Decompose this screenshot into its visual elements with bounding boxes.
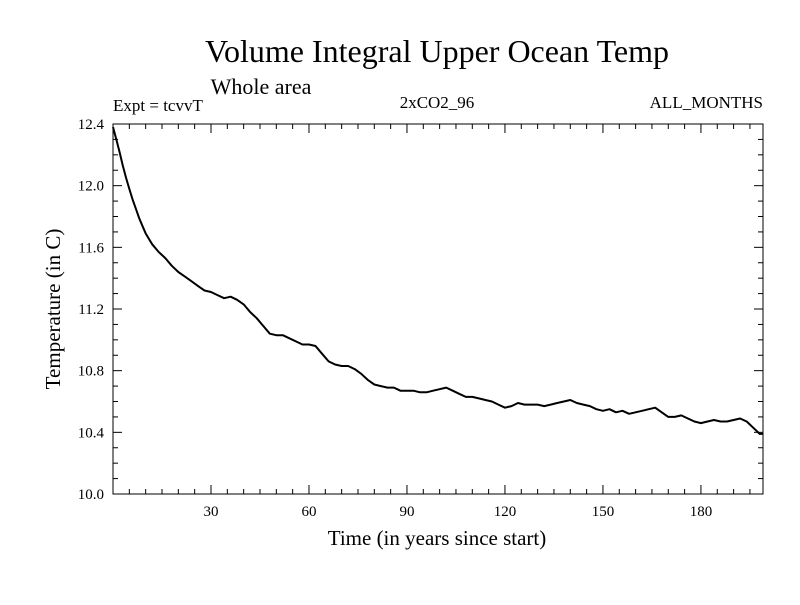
x-tick-label: 150 [592, 504, 615, 520]
y-tick-label: 12.4 [78, 117, 105, 133]
y-tick-label: 10.8 [78, 364, 104, 380]
y-tick-label: 11.6 [78, 240, 104, 256]
y-tick-label: 12.0 [78, 179, 104, 195]
x-tick-label: 30 [203, 504, 218, 520]
y-tick-label: 10.4 [78, 425, 105, 441]
y-tick-label: 11.2 [78, 302, 104, 318]
y-tick-label: 10.0 [78, 487, 104, 503]
season-label: ALL_MONTHS [650, 93, 763, 112]
experiment-label: Expt = tcvvT [113, 96, 203, 115]
run-label: 2xCO2_96 [400, 93, 475, 112]
x-tick-label: 180 [690, 504, 713, 520]
tick-labels: 30 60 90 120 150 180 10.0 10.4 10.8 11.2 11.6 12.0 1… [78, 117, 712, 520]
x-tick-label: 90 [399, 504, 414, 520]
chart-subtitle: Whole area [211, 74, 312, 99]
chart-title: Volume Integral Upper Ocean Temp [205, 33, 669, 69]
plot-frame [112, 123, 764, 495]
x-axis-label: Time (in years since start) [328, 526, 547, 550]
x-tick-label: 120 [494, 504, 517, 520]
x-tick-label: 60 [301, 504, 316, 520]
y-axis-label: Temperature (in C) [41, 229, 65, 390]
axis-ticks [113, 124, 763, 494]
series-line [112, 126, 763, 435]
